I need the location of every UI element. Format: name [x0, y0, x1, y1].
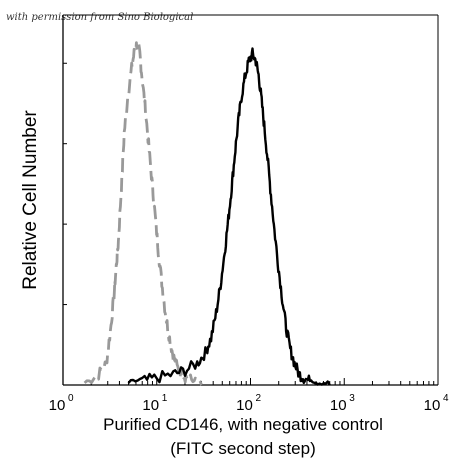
x-axis-label-line-1: Purified CD146, with negative control [103, 415, 383, 434]
x-tick-label-exponent: 3 [349, 393, 355, 404]
x-tick-label-exponent: 2 [256, 393, 262, 404]
series-layer [83, 40, 331, 386]
x-tick-label-exponent: 4 [443, 393, 449, 404]
x-axis-tick-labels: 10 0 10 1 10 2 10 3 10 4 [49, 393, 449, 414]
x-tick-label: 10 4 [424, 393, 449, 414]
x-tick-label-base: 10 [330, 397, 347, 414]
x-axis-ticks [62, 378, 439, 385]
x-tick-label-exponent: 0 [68, 393, 74, 404]
y-axis-ticks [63, 62, 67, 386]
x-tick-label: 10 0 [49, 393, 74, 414]
x-tick-label-base: 10 [49, 397, 66, 414]
x-axis-label-line-2: (FITC second step) [170, 439, 316, 458]
x-tick-label: 10 3 [330, 393, 355, 414]
x-tick-label-base: 10 [424, 397, 441, 414]
x-tick-label: 10 1 [142, 393, 167, 414]
x-tick-label-base: 10 [142, 397, 159, 414]
series-line-negative-control [83, 40, 203, 386]
watermark-text: with permission from Sino Biological [6, 12, 193, 23]
series-line-cd146 [127, 47, 331, 386]
x-tick-label-exponent: 1 [162, 393, 168, 404]
y-axis-label: Relative Cell Number [20, 110, 41, 290]
x-tick-label: 10 2 [236, 393, 261, 414]
x-tick-label-base: 10 [236, 397, 253, 414]
